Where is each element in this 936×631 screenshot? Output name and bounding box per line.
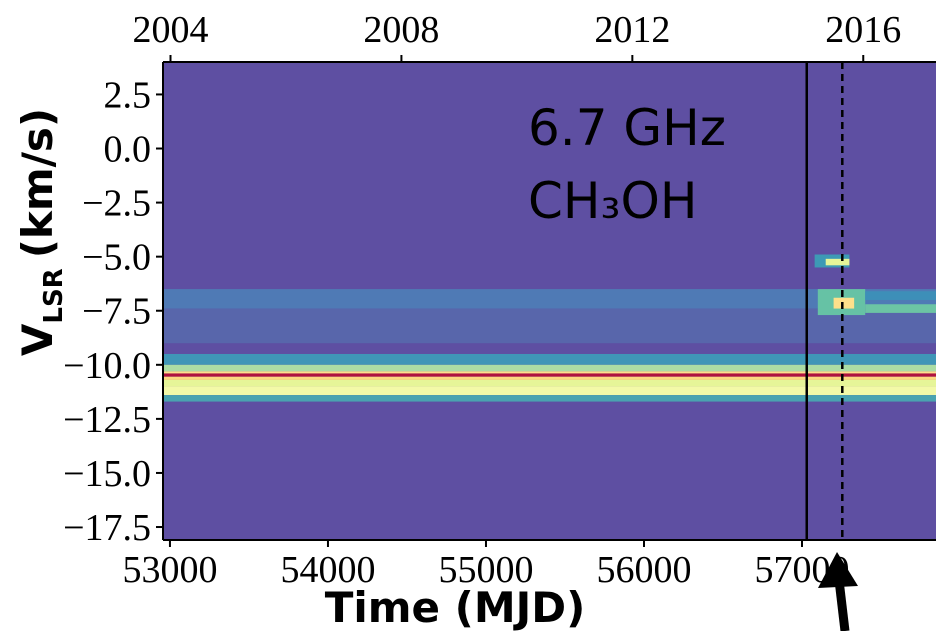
heatmap-band [825, 258, 850, 266]
y-label-sub: LSR [39, 268, 69, 323]
x-tick-label: 54000 [280, 549, 375, 591]
heatmap-band [163, 364, 936, 372]
x2-tick-label: 2008 [363, 9, 439, 51]
x-tick-label: 55000 [438, 549, 533, 591]
heatmap-band [163, 386, 936, 396]
heatmap-band [163, 289, 936, 309]
y-tick-label: −7.5 [82, 291, 151, 333]
heatmap [163, 62, 936, 540]
heatmap-band [163, 353, 936, 365]
y-tick-label: 2.5 [104, 74, 152, 116]
x2-tick-label: 2016 [825, 9, 901, 51]
y-label-unit: (km/s) [13, 108, 62, 258]
x-tick-label: 53000 [122, 549, 217, 591]
y-tick-label: −5.0 [82, 237, 151, 279]
y-tick-label: −2.5 [82, 183, 151, 225]
heatmap-band [163, 395, 936, 402]
y-tick-label: 0.0 [104, 129, 152, 171]
y-axis-label: VLSR (km/s) [13, 108, 69, 356]
heatmap-band [163, 371, 936, 374]
heatmap-band [163, 376, 936, 380]
x2-tick-label: 2012 [594, 9, 670, 51]
x2-tick-label: 2004 [133, 9, 209, 51]
y-label-main: V [13, 323, 62, 356]
x-tick-label: 56000 [596, 549, 691, 591]
heatmap-band [865, 304, 936, 313]
heatmap-band [163, 373, 936, 377]
heatmap-band [163, 379, 936, 387]
heatmap-band [865, 291, 936, 300]
annotation: CH₃OH [528, 172, 698, 230]
y-tick-label: −10.0 [63, 345, 151, 387]
arrow [818, 552, 858, 631]
annotation: 6.7 GHz [528, 99, 726, 157]
heatmap-band [833, 297, 855, 309]
x-axis-label: Time (MJD) [325, 583, 586, 631]
y-tick-label: −12.5 [63, 399, 151, 441]
y-tick-label: −15.0 [63, 453, 151, 495]
y-tick-label: −17.5 [63, 507, 151, 549]
